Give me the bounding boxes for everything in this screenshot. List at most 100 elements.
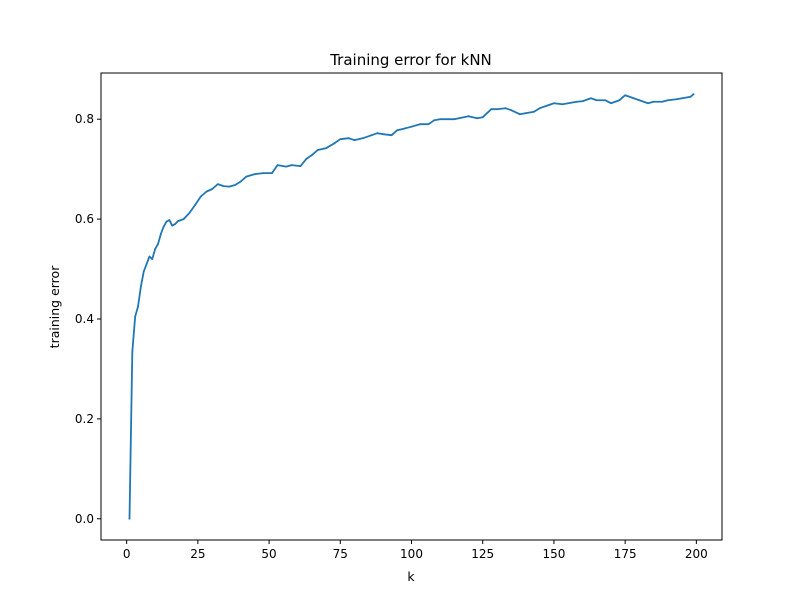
y-axis-label: training error bbox=[47, 265, 62, 349]
data-point bbox=[675, 98, 678, 101]
data-point bbox=[325, 147, 327, 150]
y-axis: 0.0 0.2 0.4 0.6 0.8 bbox=[75, 112, 101, 526]
x-tick-label: 150 bbox=[542, 547, 565, 561]
data-point bbox=[199, 195, 202, 198]
data-point bbox=[239, 180, 242, 183]
x-tick-label: 50 bbox=[261, 547, 276, 561]
data-point bbox=[427, 123, 430, 126]
data-point bbox=[376, 132, 379, 135]
data-point bbox=[148, 255, 151, 258]
data-point bbox=[168, 219, 171, 221]
data-point bbox=[299, 165, 302, 168]
data-point bbox=[638, 99, 641, 102]
data-point bbox=[681, 97, 684, 100]
data-point bbox=[174, 223, 176, 225]
data-point bbox=[581, 100, 584, 103]
data-point bbox=[347, 137, 350, 140]
data-point bbox=[165, 220, 168, 223]
data-point bbox=[652, 100, 655, 103]
x-tick-label: 100 bbox=[400, 547, 423, 561]
data-point bbox=[666, 99, 669, 102]
data-point bbox=[171, 224, 174, 227]
data-point bbox=[245, 175, 248, 178]
data-point bbox=[134, 315, 137, 318]
data-point bbox=[233, 184, 236, 187]
data-point bbox=[205, 190, 208, 193]
data-point bbox=[538, 107, 541, 110]
data-point bbox=[182, 218, 185, 220]
y-tick-label: 0.8 bbox=[75, 112, 94, 126]
data-point bbox=[595, 99, 598, 102]
data-point bbox=[575, 100, 578, 103]
data-point bbox=[222, 185, 225, 188]
data-point bbox=[177, 220, 179, 222]
data-point bbox=[157, 243, 159, 245]
data-point bbox=[285, 165, 288, 168]
data-point bbox=[567, 102, 570, 105]
data-point bbox=[533, 110, 535, 113]
data-point bbox=[476, 117, 478, 120]
data-point bbox=[510, 109, 513, 112]
data-point bbox=[162, 225, 165, 228]
x-tick-label: 200 bbox=[685, 547, 708, 561]
data-point bbox=[604, 99, 607, 102]
data-point bbox=[467, 115, 470, 118]
data-point bbox=[647, 102, 649, 105]
data-point bbox=[276, 164, 279, 167]
data-point bbox=[553, 102, 555, 105]
data-point bbox=[496, 108, 498, 111]
data-point bbox=[339, 138, 342, 141]
data-point bbox=[131, 350, 134, 353]
data-point bbox=[590, 97, 592, 100]
data-point bbox=[253, 173, 256, 176]
x-tick-label: 0 bbox=[123, 547, 131, 561]
data-point bbox=[433, 119, 436, 122]
data-point bbox=[518, 113, 521, 116]
data-point bbox=[137, 305, 139, 308]
y-tick-label: 0.0 bbox=[75, 512, 94, 526]
data-point bbox=[370, 134, 373, 137]
data-point bbox=[453, 118, 456, 121]
data-point bbox=[154, 248, 157, 250]
data-point bbox=[139, 285, 142, 288]
data-point bbox=[396, 129, 399, 132]
data-point bbox=[151, 258, 154, 260]
data-point bbox=[128, 517, 131, 520]
data-point bbox=[216, 183, 219, 186]
data-point bbox=[145, 263, 148, 265]
x-tick-label: 25 bbox=[190, 547, 205, 561]
data-point bbox=[404, 127, 407, 130]
data-point bbox=[610, 102, 612, 105]
data-point bbox=[290, 164, 293, 167]
chart-title: Training error for kNN bbox=[329, 51, 492, 69]
y-tick-label: 0.6 bbox=[75, 212, 94, 226]
data-point bbox=[211, 188, 214, 191]
data-point bbox=[159, 233, 162, 235]
data-point bbox=[310, 154, 313, 157]
x-tick-label: 75 bbox=[333, 547, 348, 561]
training-error-points bbox=[128, 93, 695, 520]
data-point bbox=[271, 172, 273, 175]
x-axis-label: k bbox=[407, 569, 415, 584]
y-tick-label: 0.2 bbox=[75, 412, 94, 426]
data-point bbox=[194, 204, 196, 207]
data-point bbox=[661, 100, 664, 103]
data-point bbox=[481, 116, 484, 119]
x-axis: 0 25 50 75 100 125 150 175 200 bbox=[123, 540, 708, 561]
y-tick-label: 0.4 bbox=[75, 312, 94, 326]
data-point bbox=[689, 95, 692, 98]
data-point bbox=[632, 97, 635, 100]
x-tick-label: 175 bbox=[614, 547, 637, 561]
data-point bbox=[262, 172, 265, 175]
data-point bbox=[692, 93, 695, 96]
data-point bbox=[618, 99, 621, 102]
data-point bbox=[362, 137, 364, 140]
data-point bbox=[305, 158, 307, 161]
data-point bbox=[524, 112, 527, 115]
data-point bbox=[624, 94, 627, 97]
data-point bbox=[188, 212, 191, 215]
data-point bbox=[142, 270, 145, 273]
x-tick-label: 125 bbox=[471, 547, 494, 561]
